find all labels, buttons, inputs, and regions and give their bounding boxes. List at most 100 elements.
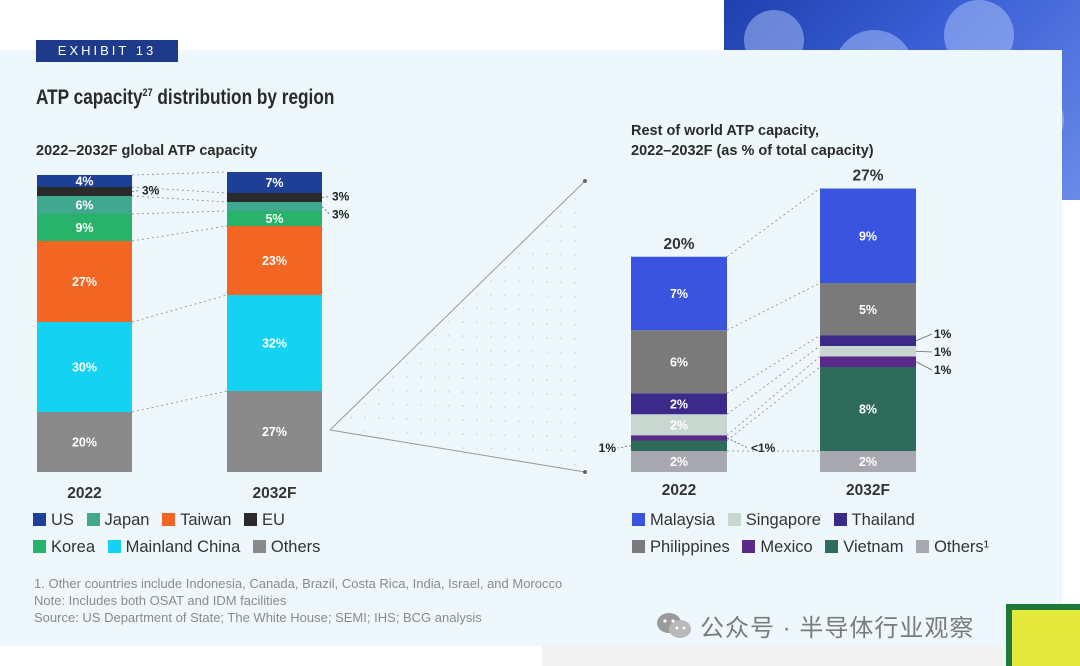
data-label-taiwan-2032F: 23%: [262, 254, 287, 268]
legend-swatch-japan: [86, 513, 100, 526]
legend-item-us: US: [33, 511, 74, 529]
leader-eu-2032F: [321, 196, 331, 198]
legend-swatch-others: [252, 540, 266, 553]
leader-mexico-2022: [726, 437, 749, 449]
zoom-grid-dot: [518, 266, 520, 269]
zoom-grid-dot: [574, 435, 576, 438]
zoom-grid-dot: [504, 266, 506, 269]
zoom-grid-dot: [476, 419, 478, 422]
zoom-grid-dot: [462, 419, 464, 422]
zoom-grid-dot: [434, 432, 436, 435]
data-label-korea-2022: 9%: [75, 221, 93, 235]
zoom-grid-dot: [574, 323, 576, 326]
bar-others-2022: [37, 412, 132, 472]
zoom-grid-dot: [462, 363, 464, 366]
legend-label-others: Others: [270, 538, 321, 556]
zoom-grid-dot: [406, 417, 408, 420]
zoom-grid-dot: [504, 420, 506, 423]
zoom-grid-dot: [546, 267, 548, 270]
right-legend: Malaysia Singapore Thailand Philippines …: [632, 511, 997, 557]
bar-malaysia-2032F: [820, 188, 916, 283]
data-label-mexico-2032F: 1%: [934, 363, 952, 377]
data-label-thailand-2032F: 1%: [934, 327, 952, 341]
zoom-grid-dot: [490, 377, 492, 380]
zoom-grid-dot: [448, 418, 450, 421]
zoom-grid-dot: [574, 337, 576, 340]
zoom-grid-dot: [560, 393, 562, 396]
zoom-grid-dot: [518, 280, 520, 283]
connector-right-4: [726, 335, 821, 394]
legend-label-others-row: Others¹: [934, 538, 990, 556]
zoom-grid-dot: [546, 393, 548, 396]
zoom-grid-dot: [476, 349, 478, 352]
zoom-grid-dot: [350, 416, 352, 419]
zoom-grid-dot: [532, 266, 534, 269]
zoom-grid-dot: [546, 379, 548, 382]
zoom-grid-dot: [532, 322, 534, 325]
x-tick-label-left-2022: 2022: [67, 485, 101, 502]
zoom-grid-dot: [560, 421, 562, 424]
right-chart-subtitle-line2: 2022–2032F (as % of total capacity): [631, 143, 874, 159]
connector-right-6: [726, 188, 821, 258]
zoom-grid-dot: [448, 320, 450, 323]
connector-left-5: [131, 186, 228, 194]
legend-item-others: Others: [252, 538, 321, 556]
legend-item-mainland-china: Mainland China: [107, 538, 240, 556]
zoom-grid-dot: [406, 403, 408, 406]
zoom-grid-dot: [504, 350, 506, 353]
x-tick-label-right-2022: 2022: [662, 482, 696, 499]
zoom-grid-dot: [490, 433, 492, 436]
legend-swatch-taiwan: [162, 513, 176, 526]
zoom-grid-dot: [364, 416, 366, 419]
zoom-grid-dot: [532, 448, 534, 451]
zoom-grid-dot: [574, 421, 576, 424]
bar-mainland-china-2032F: [227, 295, 322, 391]
zoom-grid-dot: [490, 405, 492, 408]
zoom-grid-dot: [560, 225, 562, 228]
zoom-grid-dot: [574, 463, 576, 466]
bar-eu-2032F: [227, 193, 322, 202]
legend-item-mexico: Mexico: [742, 538, 813, 556]
zoom-grid-dot: [560, 351, 562, 354]
data-label-eu-2022: 3%: [142, 184, 160, 198]
leader-vietnam-2022: [617, 445, 632, 449]
zoom-grid-dot: [420, 418, 422, 421]
zoom-grid-dot: [378, 389, 380, 392]
data-label-mainland-china-2032F: 32%: [262, 337, 287, 351]
zoom-grid-dot: [546, 225, 548, 228]
legend-item-singapore: Singapore: [727, 511, 821, 529]
total-label-2032F: 27%: [852, 168, 883, 185]
watermark-text: 公众号 · 半导体行业观察: [700, 615, 975, 642]
zoom-grid-dot: [546, 323, 548, 326]
zoom-grid-dot: [476, 335, 478, 338]
connector-right-3: [726, 345, 821, 415]
bar-korea-2032F: [227, 211, 322, 226]
zoom-grid-dot: [448, 404, 450, 407]
zoom-grid-dot: [462, 405, 464, 408]
zoom-grid-dot: [532, 392, 534, 395]
leader-eu-2022: [131, 190, 141, 192]
zoom-grid-dot: [434, 362, 436, 365]
bar-philippines-2032F: [820, 283, 916, 336]
zoom-grid-dot: [406, 431, 408, 434]
zoom-grid-dot: [560, 281, 562, 284]
zoom-grid-dot: [574, 281, 576, 284]
zoom-grid-dot: [490, 419, 492, 422]
legend-label-korea: Korea: [51, 538, 96, 556]
zoom-grid-dot: [490, 447, 492, 450]
zoom-grid-dot: [574, 211, 576, 214]
zoom-grid-dot: [560, 239, 562, 242]
connector-left-2: [131, 225, 228, 242]
bar-taiwan-2032F: [227, 226, 322, 295]
bar-mexico-2022: [631, 435, 727, 441]
zoom-grid-dot: [434, 376, 436, 379]
bar-others-2032F: [227, 391, 322, 472]
footnotes: 1. Other countries include Indonesia, Ca…: [34, 575, 562, 626]
zoom-grid-dot: [518, 448, 520, 451]
zoom-grid-dot: [364, 430, 366, 433]
data-label-vietnam-2022: 1%: [599, 441, 617, 455]
legend-label-malaysia: Malaysia: [650, 511, 716, 529]
left-legend-row-2: Korea Mainland China Others: [33, 538, 328, 557]
bar-thailand-2032F: [820, 335, 916, 346]
